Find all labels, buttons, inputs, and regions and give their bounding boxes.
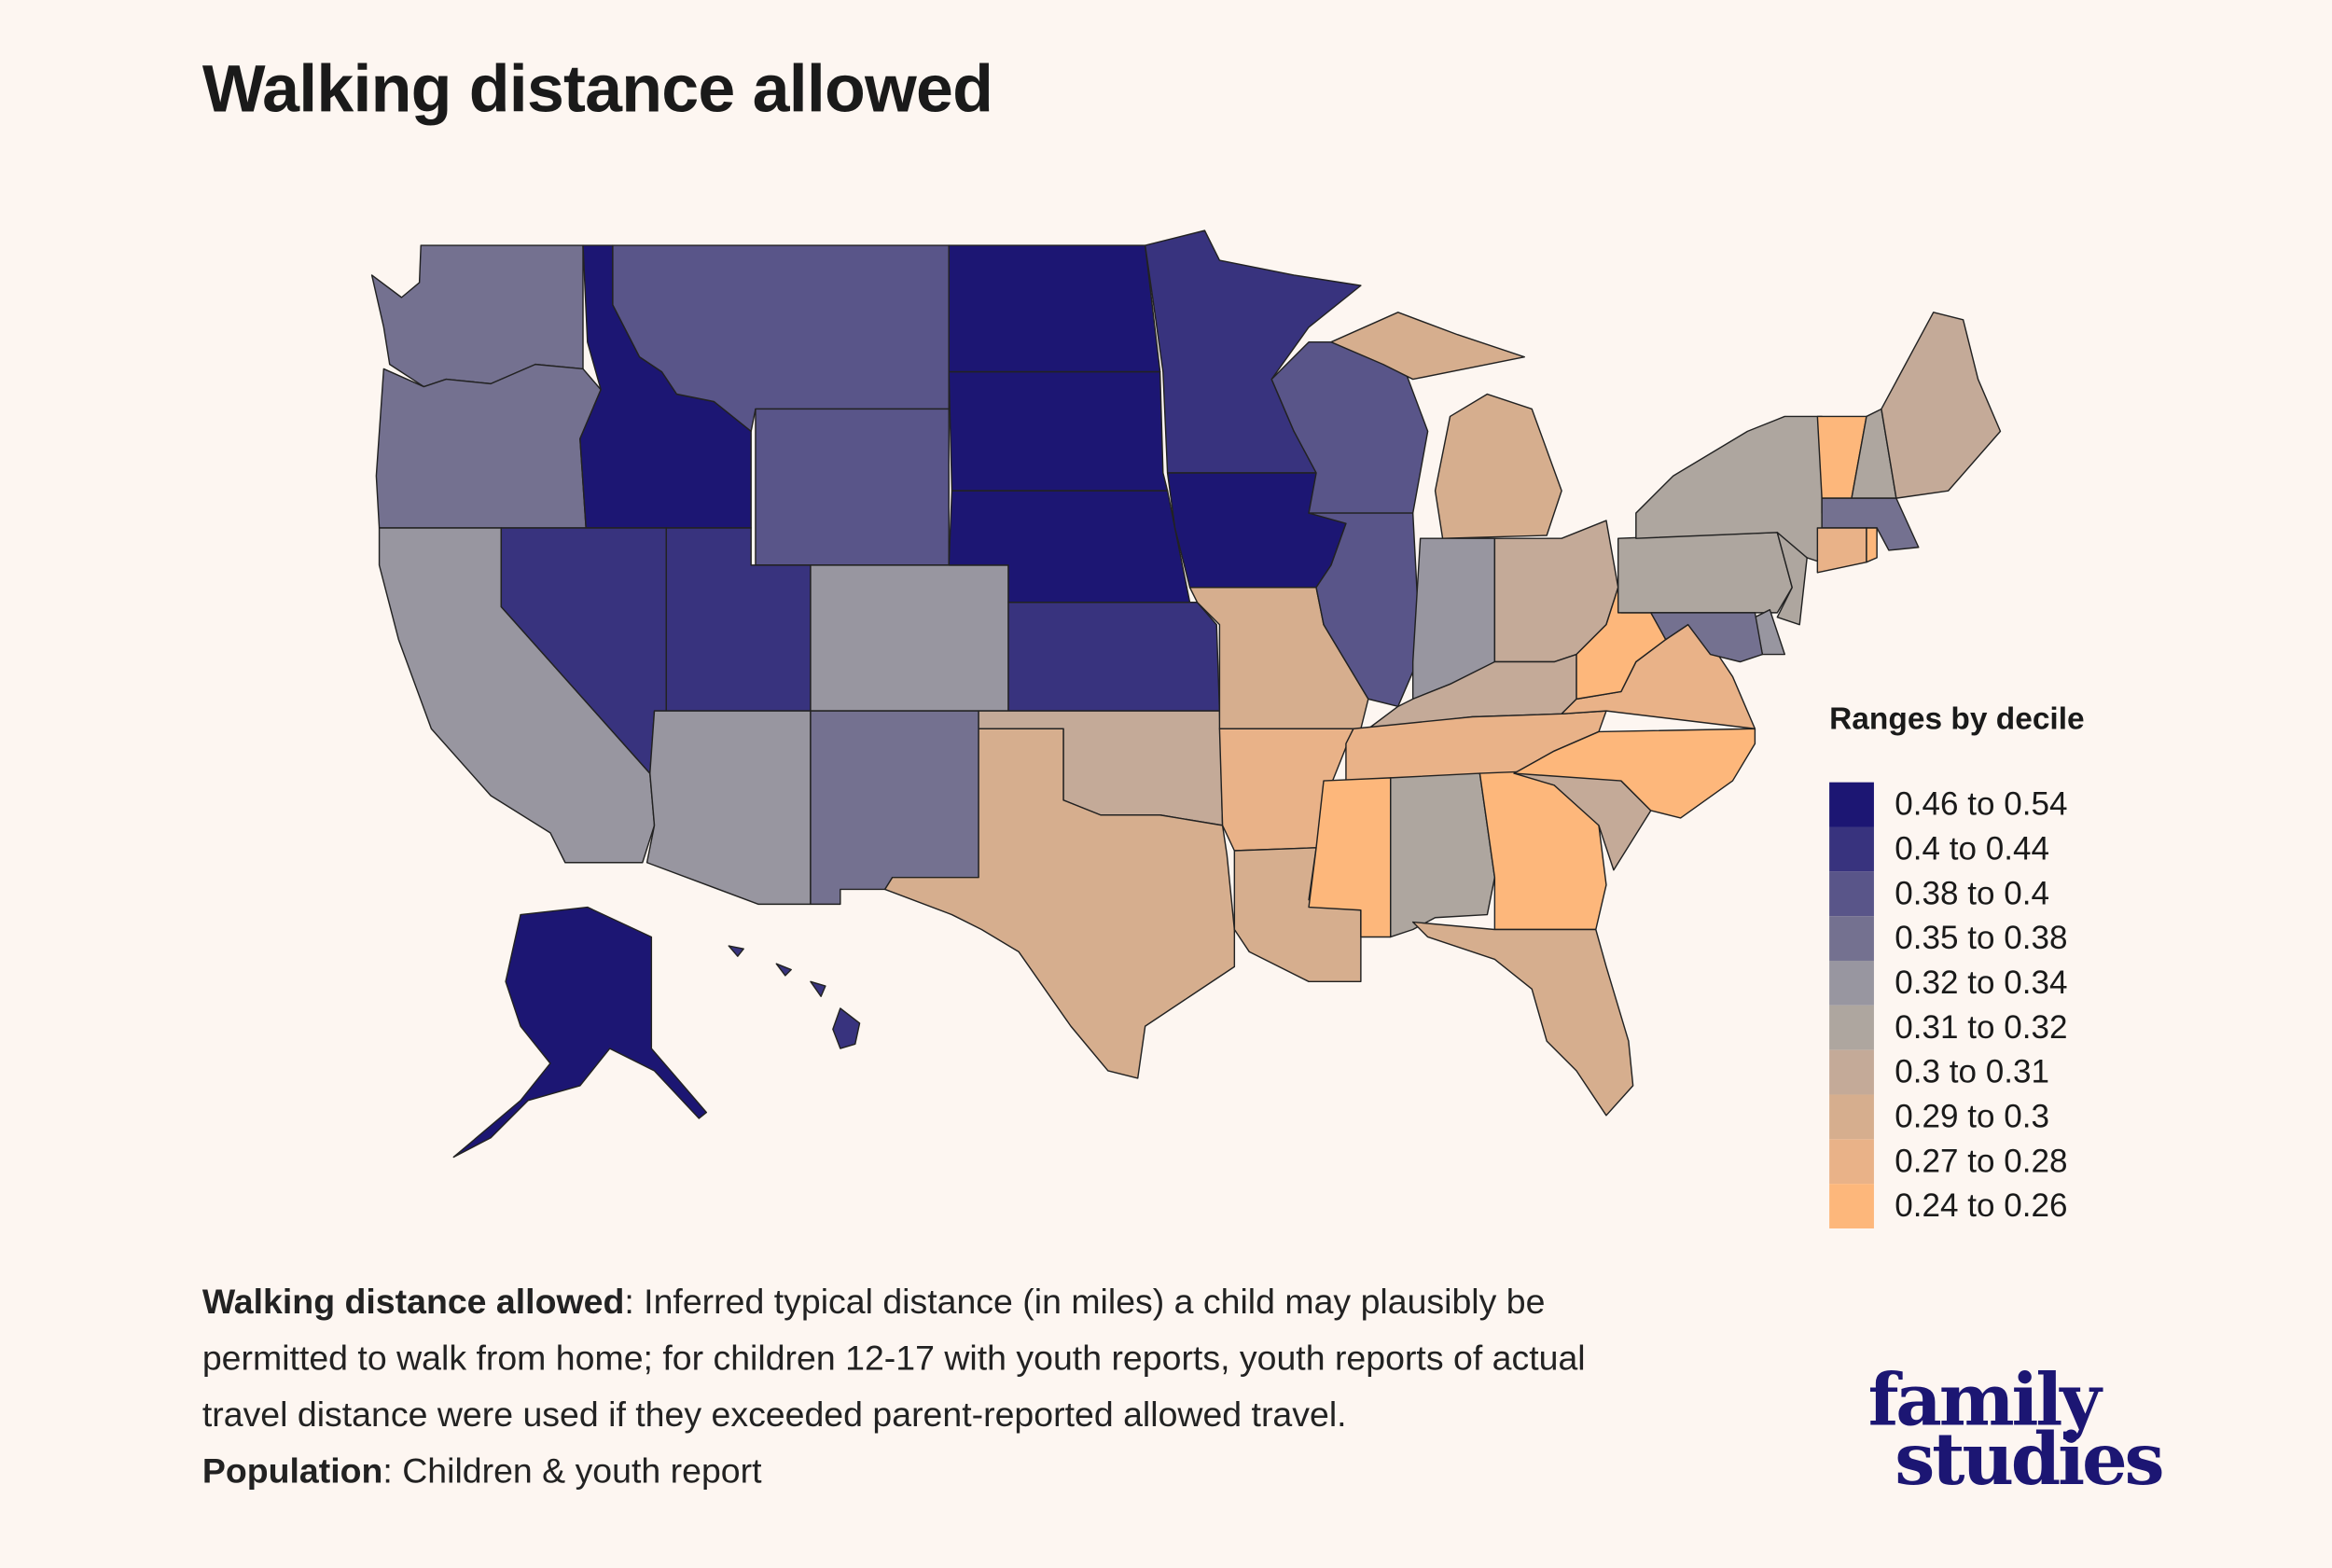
- state-shape: [810, 980, 826, 997]
- legend-item: 0.27 to 0.28: [1829, 1139, 2085, 1185]
- legend-label: 0.32 to 0.34: [1895, 964, 2068, 1002]
- state-md: [1650, 612, 1764, 663]
- state-az: [645, 710, 812, 906]
- legend: Ranges by decile 0.46 to 0.54 0.4 to 0.44…: [1829, 702, 2085, 1228]
- state-shape: [1650, 612, 1764, 663]
- legend-label: 0.27 to 0.28: [1895, 1142, 2068, 1180]
- legend-swatch: [1829, 960, 1874, 1006]
- legend-swatch: [1829, 826, 1874, 872]
- legend-label: 0.4 to 0.44: [1895, 829, 2050, 867]
- state-ri: [1866, 527, 1878, 563]
- state-il: [1308, 512, 1422, 708]
- state-shape: [1617, 532, 1793, 614]
- state-nm: [810, 710, 979, 906]
- legend-item: 0.46 to 0.54: [1829, 782, 2085, 827]
- legend-label: 0.35 to 0.38: [1895, 919, 2068, 957]
- state-mi: [1330, 312, 1562, 539]
- state-wi: [1270, 340, 1429, 514]
- state-shape: [1816, 527, 1867, 574]
- population-label: Population: [201, 1451, 383, 1491]
- legend-item: 0.24 to 0.26: [1829, 1184, 2085, 1228]
- legend-item: 0.35 to 0.38: [1829, 916, 2085, 961]
- state-shape: [1330, 312, 1525, 381]
- legend-swatch: [1829, 1049, 1874, 1095]
- legend-swatch: [1829, 1094, 1874, 1140]
- state-shape: [948, 370, 1169, 492]
- legend-item: 0.29 to 0.3: [1829, 1094, 2085, 1140]
- legend-swatch: [1829, 1005, 1874, 1050]
- state-shape: [883, 728, 1236, 1079]
- legend-swatch: [1829, 782, 1874, 827]
- state-nj: [1776, 532, 1808, 626]
- state-shape: [1513, 728, 1756, 819]
- state-shape: [1308, 512, 1422, 708]
- state-me: [1881, 312, 2002, 499]
- state-shape: [810, 564, 1009, 712]
- legend-label: 0.31 to 0.32: [1895, 1008, 2068, 1046]
- state-shape: [948, 244, 1161, 373]
- term-text: : Inferred typical distance (in miles) a…: [201, 1282, 1586, 1435]
- state-co: [810, 564, 1009, 712]
- legend-item: 0.4 to 0.44: [1829, 826, 2085, 872]
- state-shape: [1881, 312, 2002, 499]
- state-fl: [1411, 921, 1634, 1117]
- state-ct: [1816, 527, 1867, 574]
- state-shape: [1007, 602, 1221, 712]
- legend-label: 0.46 to 0.54: [1895, 784, 2068, 823]
- state-shape: [1411, 921, 1634, 1117]
- state-shape: [810, 710, 979, 906]
- legend-swatch: [1829, 871, 1874, 917]
- family-studies-logo: family studies: [1867, 1359, 2165, 1503]
- state-shape: [1776, 532, 1808, 626]
- legend-swatch: [1829, 1139, 1874, 1185]
- state-shape: [645, 710, 812, 906]
- state-tx: [883, 728, 1236, 1079]
- legend-label: 0.3 to 0.31: [1895, 1052, 2050, 1090]
- state-al: [1390, 772, 1496, 938]
- state-nd: [948, 244, 1161, 373]
- state-wy: [755, 408, 950, 566]
- state-shape: [775, 963, 792, 977]
- legend-item: 0.38 to 0.4: [1829, 871, 2085, 917]
- state-sd: [948, 370, 1169, 492]
- state-shape: [1866, 527, 1878, 563]
- state-ak: [452, 906, 708, 1159]
- state-pa: [1617, 532, 1793, 614]
- legend-label: 0.38 to 0.4: [1895, 874, 2050, 912]
- description: Walking distance allowed: Inferred typic…: [202, 1273, 1660, 1499]
- state-nc: [1513, 728, 1756, 819]
- population-text: : Children & youth report: [382, 1451, 762, 1491]
- term-label: Walking distance allowed: [201, 1282, 625, 1321]
- state-ks: [1007, 602, 1221, 712]
- state-or: [375, 363, 602, 529]
- legend-swatch: [1829, 1184, 1874, 1228]
- legend-swatch: [1829, 916, 1874, 961]
- state-shape: [832, 1007, 861, 1049]
- state-shape: [1270, 340, 1429, 514]
- state-shape: [728, 945, 744, 957]
- legend-item: 0.32 to 0.34: [1829, 960, 2085, 1006]
- legend-title: Ranges by decile: [1829, 701, 2085, 737]
- legend-item: 0.31 to 0.32: [1829, 1005, 2085, 1050]
- legend-label: 0.24 to 0.26: [1895, 1186, 2068, 1225]
- logo-line-2: studies: [1895, 1419, 2164, 1503]
- state-hi: [728, 945, 861, 1049]
- logo-line-1: family: [1867, 1359, 2102, 1443]
- page-title: Walking distance allowed: [201, 50, 993, 127]
- state-shape: [1434, 393, 1562, 539]
- state-shape: [375, 363, 602, 529]
- state-shape: [755, 408, 950, 566]
- state-shape: [1390, 772, 1496, 938]
- legend-label: 0.29 to 0.3: [1895, 1097, 2050, 1135]
- state-shape: [452, 906, 708, 1159]
- legend-item: 0.3 to 0.31: [1829, 1049, 2085, 1095]
